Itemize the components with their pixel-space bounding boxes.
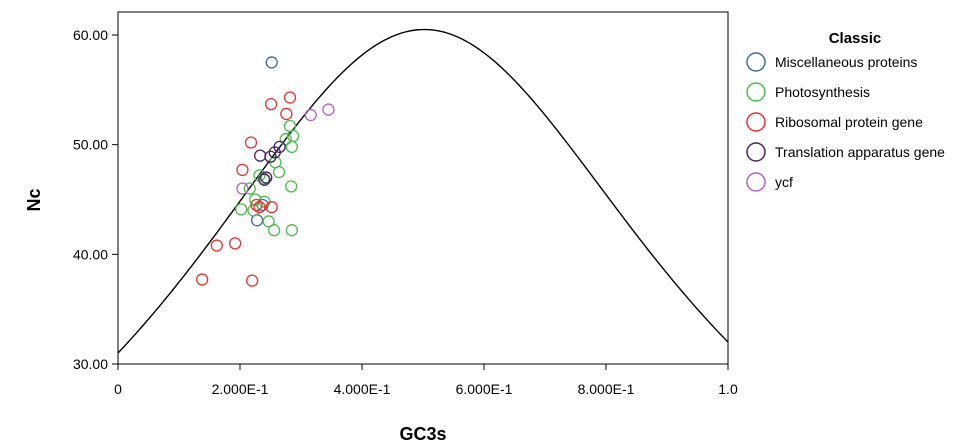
legend-marker	[746, 52, 766, 72]
x-tick-label: 1.0	[718, 381, 738, 397]
legend-marker	[746, 112, 766, 132]
scatter-point	[236, 163, 249, 177]
scatter-point	[236, 182, 249, 195]
y-axis: 30.00 40.00 50.00 60.00	[73, 27, 118, 372]
legend-item-label: Photosynthesis	[775, 84, 870, 100]
x-tick-label: 0	[114, 381, 122, 397]
scatter-point	[304, 108, 317, 122]
scatter-point	[265, 56, 278, 69]
x-tick-label: 2.000E-1	[212, 381, 269, 397]
legend-title: Classic	[829, 30, 882, 47]
scatter-point	[272, 165, 286, 179]
legend-item-label: Miscellaneous proteins	[775, 54, 917, 70]
scatter-point	[210, 239, 223, 252]
scatter-point	[280, 107, 293, 121]
legend-item-label: Translation apparatus gene	[775, 144, 945, 160]
scatter-point	[268, 146, 281, 159]
x-axis: 0 2.000E-1 4.000E-1 6.000E-1 8.000E-1 1.0	[114, 364, 738, 397]
y-tick-label: 30.00	[73, 356, 108, 372]
legend: Classic Miscellaneous proteins Photosynth…	[746, 30, 945, 192]
scatter-point	[260, 171, 273, 184]
data-points	[196, 56, 335, 287]
plot-frame	[117, 11, 729, 365]
expected-nc-curve	[117, 28, 729, 354]
scatter-point	[196, 273, 209, 286]
scatter-point	[268, 224, 281, 237]
scatter-point	[279, 133, 292, 146]
legend-marker	[746, 172, 766, 192]
scatter-point	[285, 180, 298, 193]
x-axis-title: GC3s	[399, 424, 446, 444]
scatter-point	[262, 215, 275, 228]
scatter-point	[322, 103, 335, 116]
scatter-point	[253, 201, 266, 214]
y-axis-title: Nc	[24, 188, 44, 211]
scatter-point	[286, 129, 300, 143]
y-tick-label: 50.00	[73, 137, 108, 153]
scatter-point	[228, 237, 242, 250]
legend-marker	[746, 82, 766, 102]
x-tick-label: 4.000E-1	[334, 381, 391, 397]
x-tick-label: 8.000E-1	[578, 381, 635, 397]
scatter-point	[283, 91, 297, 104]
scatter-point	[246, 274, 259, 287]
scatter-point	[258, 173, 271, 186]
legend-item-label: ycf	[775, 174, 793, 190]
legend-marker	[746, 142, 766, 162]
scatter-point	[264, 97, 278, 111]
scatter-point	[253, 149, 267, 162]
plot-area	[117, 11, 729, 365]
scatter-point	[244, 136, 258, 149]
y-tick-label: 40.00	[73, 246, 108, 262]
x-tick-label: 6.000E-1	[456, 381, 513, 397]
scatter-point	[285, 140, 299, 154]
legend-item-label: Ribosomal protein gene	[775, 114, 923, 130]
scatter-point	[235, 203, 248, 216]
scatter-point	[243, 182, 256, 195]
scatter-point	[285, 224, 299, 237]
scatter-point	[250, 198, 263, 212]
y-tick-label: 60.00	[73, 27, 108, 43]
scatter-point	[265, 201, 278, 214]
